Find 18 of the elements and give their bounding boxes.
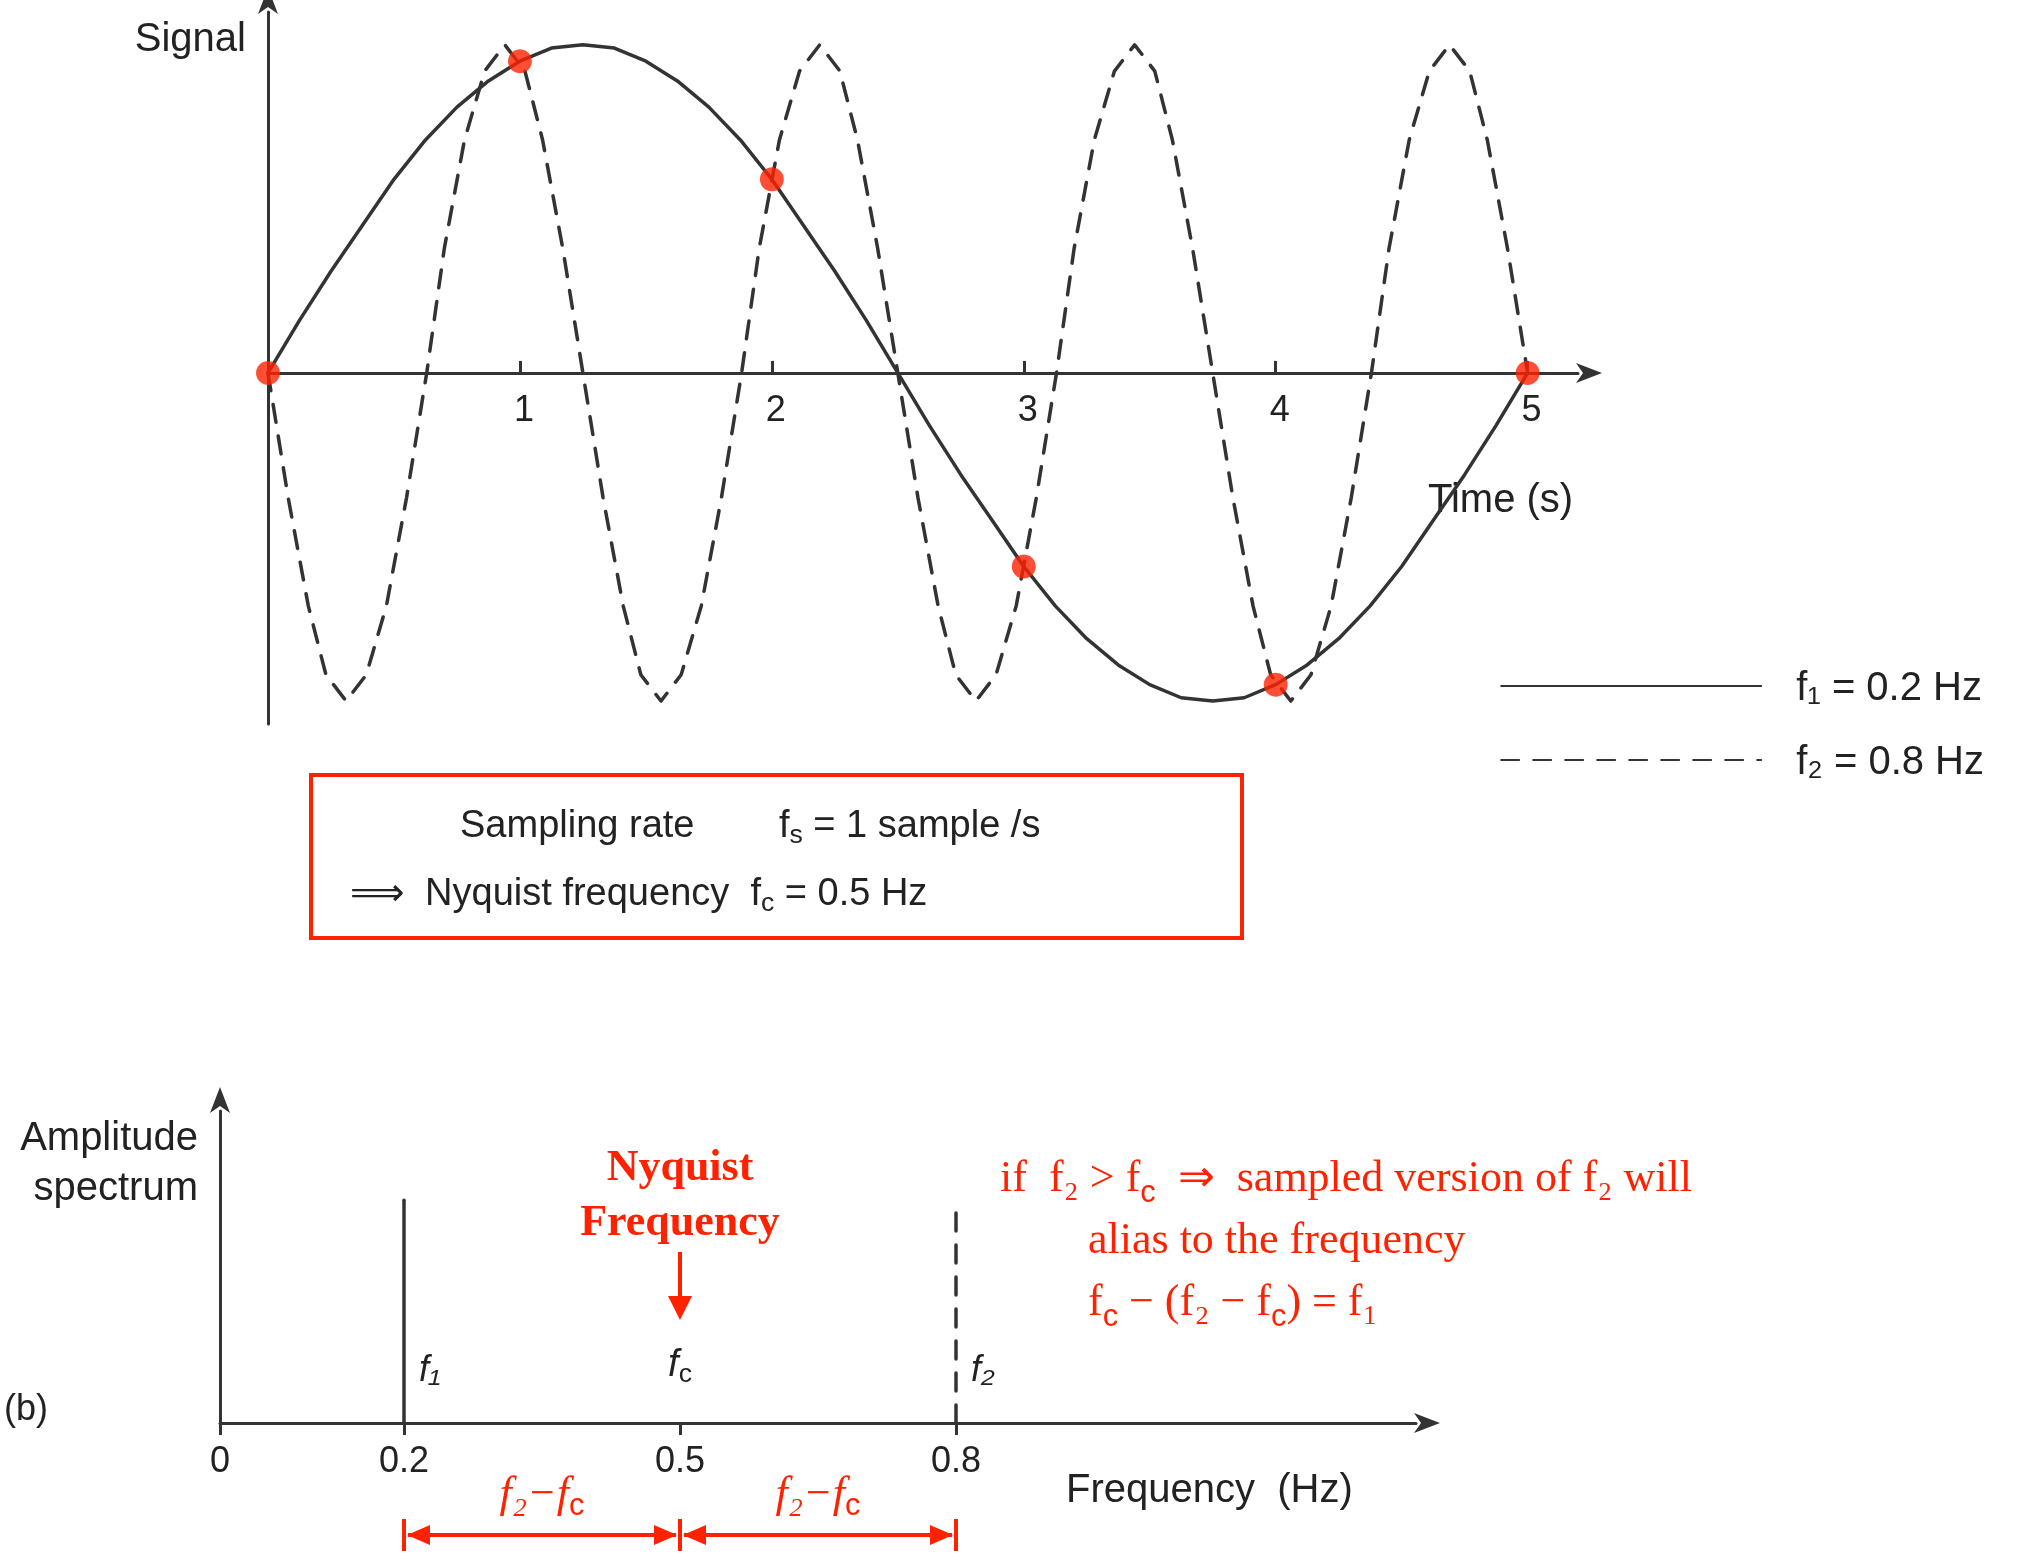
x-tick-label: 4 [1269, 388, 1290, 430]
series-label: f₁ [419, 1347, 441, 1389]
x-tick-label: 5 [1521, 388, 1542, 430]
x-tick-label: 2 [765, 388, 786, 430]
text: f₂ = 0.8 Hz [1796, 738, 1985, 782]
y-axis-title: Signal [134, 15, 246, 59]
x-tick-label: 0.2 [378, 1438, 430, 1480]
y-axis-title: Amplitude spectrum [20, 1114, 198, 1208]
x-tick-label: 1 [513, 388, 534, 430]
annotation: Nyquist Frequency [580, 1141, 780, 1245]
text: (b) [4, 1387, 48, 1428]
x-tick-label: 0.8 [930, 1438, 982, 1480]
x-tick-label: 0.5 [654, 1438, 706, 1480]
x-tick-label: 0 [209, 1438, 231, 1480]
text: f₁ = 0.2 Hz [1796, 664, 1982, 708]
series-label: f₂ [971, 1347, 995, 1389]
x-axis-title: Frequency (Hz) [1066, 1466, 1353, 1510]
x-tick-label: 3 [1017, 388, 1038, 430]
